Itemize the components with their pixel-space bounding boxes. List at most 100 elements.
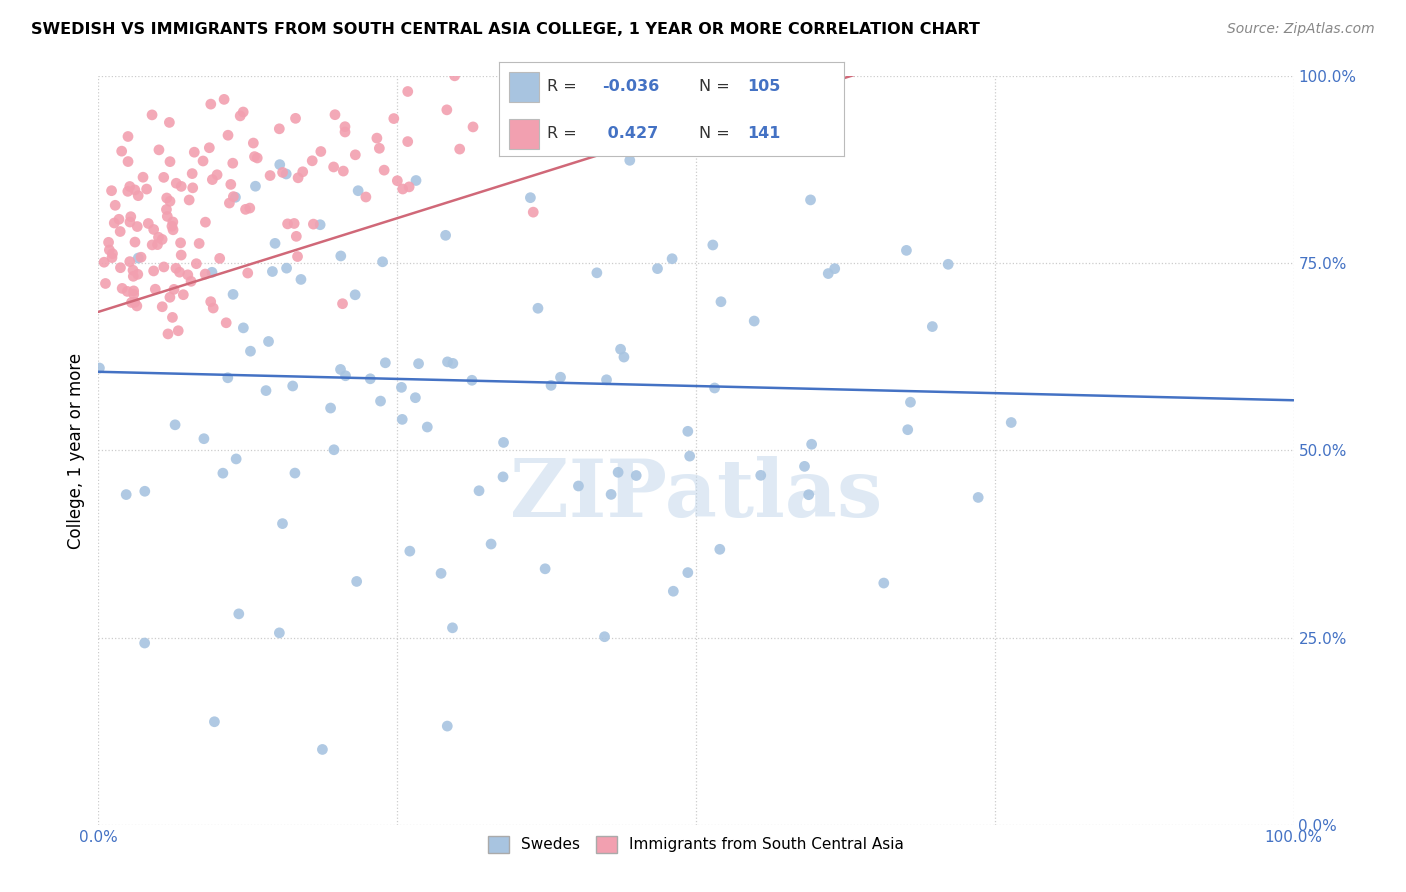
Point [239, 344, 262, 359]
Point [169, 235, 191, 250]
Point [259, 169, 281, 183]
Point [179, 193, 201, 207]
Point [793, 459, 815, 474]
Point [122, 284, 145, 298]
Point [122, 287, 145, 301]
Point [246, 151, 269, 165]
Point [118, 179, 141, 194]
Point [94, 277, 117, 291]
Point [101, 251, 124, 265]
Point [156, 326, 179, 341]
Point [967, 491, 990, 505]
Point [797, 488, 820, 502]
Point [191, 153, 214, 168]
Point [492, 435, 515, 450]
Point [134, 636, 156, 650]
Point [434, 228, 457, 243]
Point [302, 217, 325, 231]
Point [142, 264, 165, 278]
Point [224, 190, 246, 204]
Point [550, 370, 572, 384]
Point [647, 261, 669, 276]
Point [329, 249, 352, 263]
Point [228, 607, 250, 621]
Point [492, 470, 515, 484]
Point [436, 719, 458, 733]
Point [742, 314, 765, 328]
Point [540, 378, 562, 392]
Point [284, 112, 307, 126]
Point [607, 465, 630, 479]
Point [436, 103, 458, 117]
Point [204, 714, 226, 729]
Point [215, 316, 238, 330]
Point [111, 281, 134, 295]
Point [595, 373, 617, 387]
Point [121, 295, 143, 310]
Point [117, 285, 139, 299]
Point [212, 466, 235, 480]
Point [245, 179, 267, 194]
Point [344, 287, 367, 301]
Point [309, 218, 332, 232]
FancyBboxPatch shape [509, 119, 538, 149]
Point [117, 129, 139, 144]
Point [661, 252, 683, 266]
Point [98, 243, 121, 257]
Point [177, 268, 200, 282]
Point [311, 742, 333, 756]
Point [416, 420, 439, 434]
Point [155, 202, 177, 217]
Point [232, 105, 254, 120]
Point [430, 566, 453, 581]
Point [200, 97, 222, 112]
Point [702, 238, 724, 252]
Point [235, 202, 257, 217]
Point [150, 232, 173, 246]
Point [236, 266, 259, 280]
Point [749, 468, 772, 483]
Point [287, 250, 309, 264]
Point [676, 425, 699, 439]
Point [165, 261, 187, 276]
Point [354, 190, 377, 204]
Text: N =: N = [699, 79, 730, 95]
Point [239, 201, 262, 215]
Point [183, 145, 205, 160]
Point [269, 121, 291, 136]
Point [242, 136, 264, 150]
Point [897, 423, 920, 437]
Point [122, 269, 145, 284]
Point [285, 229, 308, 244]
Point [387, 174, 409, 188]
Point [93, 255, 115, 269]
Point [370, 394, 392, 409]
Point [148, 230, 170, 244]
Point [159, 290, 181, 304]
Point [405, 173, 427, 187]
Point [117, 185, 139, 199]
Point [703, 381, 725, 395]
Point [679, 449, 702, 463]
Point [212, 92, 235, 106]
Point [896, 244, 918, 258]
Point [277, 217, 299, 231]
Point [202, 301, 225, 315]
Point [936, 257, 959, 271]
Point [519, 191, 541, 205]
Point [262, 264, 284, 278]
Point [396, 135, 419, 149]
Point [676, 566, 699, 580]
Point [534, 562, 557, 576]
Point [287, 170, 309, 185]
Point [243, 150, 266, 164]
Point [398, 180, 420, 194]
Point [710, 294, 733, 309]
Point [162, 215, 184, 229]
Point [165, 417, 187, 432]
Point [181, 167, 204, 181]
Point [156, 191, 179, 205]
Point [609, 343, 631, 357]
Point [586, 266, 609, 280]
Point [134, 484, 156, 499]
